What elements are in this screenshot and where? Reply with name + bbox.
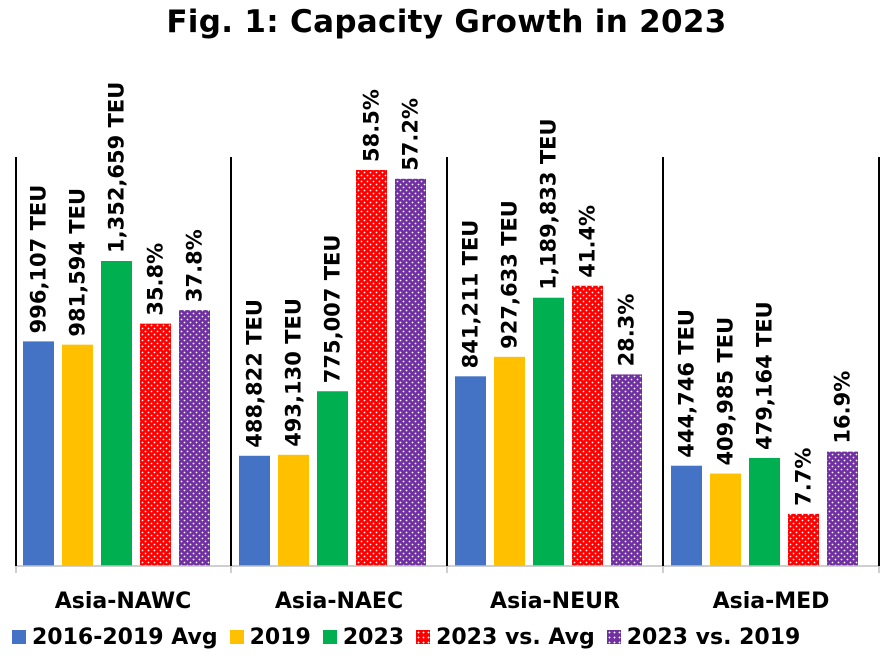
legend-item: 2023 vs. 2019 <box>606 624 801 650</box>
chart-title: Fig. 1: Capacity Growth in 2023 <box>166 4 727 40</box>
bar-2023-vs-avg <box>356 170 387 566</box>
legend-label: 2023 vs. 2019 <box>626 624 801 650</box>
legend-item: 2016-2019 Avg <box>12 625 218 650</box>
data-label: 981,594 TEU <box>66 188 90 337</box>
legend-item: 2019 <box>229 624 311 650</box>
bar-2023-vs-2019 <box>395 178 426 567</box>
bar-2016-2019-avg <box>671 465 702 566</box>
bar-2019 <box>62 344 93 566</box>
category-label: Asia-NAEC <box>275 589 403 614</box>
legend-swatch <box>229 630 244 644</box>
data-label: 37.8% <box>183 229 207 302</box>
bar-2023-vs-avg <box>572 285 603 566</box>
legend-label: 2023 <box>342 624 405 650</box>
legend: 2016-2019 Avg 2019 2023 2023 vs. Avg 2023 vs… <box>12 618 893 656</box>
bar-2023-vs-avg <box>788 513 819 566</box>
data-label: 1,352,659 TEU <box>105 82 129 253</box>
data-label: 41.4% <box>576 205 600 278</box>
legend-swatch <box>12 630 26 644</box>
data-label: 444,746 TEU <box>675 309 699 458</box>
data-label: 28.3% <box>615 294 639 367</box>
bar-2016-2019-avg <box>455 376 486 566</box>
category-label: Asia-NAWC <box>55 589 192 614</box>
data-label: 35.8% <box>144 243 168 316</box>
data-label: 493,130 TEU <box>282 298 306 447</box>
legend-label: 2023 vs. Avg <box>436 624 595 650</box>
bar-2023-vs-2019 <box>827 451 858 566</box>
data-label: 927,633 TEU <box>498 200 522 349</box>
data-label: 16.9% <box>831 371 855 444</box>
legend-label: 2016-2019 Avg <box>32 624 218 650</box>
bar-2016-2019-avg <box>239 455 270 566</box>
bar-2023-vs-2019 <box>611 374 642 566</box>
legend-swatch <box>416 630 431 644</box>
category-label: Asia-MED <box>713 589 830 614</box>
category-label: Asia-NEUR <box>490 589 620 614</box>
legend-item: 2023 <box>322 624 405 650</box>
data-label: 1,189,833 TEU <box>537 118 561 289</box>
bar-2019 <box>494 356 525 566</box>
data-label: 58.5% <box>360 89 384 162</box>
data-label: 841,211 TEU <box>459 220 483 369</box>
legend-swatch <box>322 630 337 644</box>
bar-2023-vs-avg <box>140 323 171 566</box>
bar-2023 <box>749 457 780 566</box>
bar-2023 <box>533 297 564 566</box>
bar-2023-vs-2019 <box>179 310 210 566</box>
bar-2019 <box>278 454 309 566</box>
data-label: 7.7% <box>792 448 816 506</box>
legend-item: 2023 vs. Avg <box>416 625 595 650</box>
bar-2023 <box>101 261 132 566</box>
bar-2023 <box>317 391 348 566</box>
data-label: 57.2% <box>399 98 423 171</box>
data-label: 996,107 TEU <box>27 185 51 334</box>
bar-2019 <box>710 473 741 566</box>
data-label: 409,985 TEU <box>714 317 738 466</box>
bar-2016-2019-avg <box>23 341 54 566</box>
legend-label: 2019 <box>249 624 311 650</box>
data-label: 775,007 TEU <box>321 235 345 384</box>
data-label: 479,164 TEU <box>753 301 777 450</box>
legend-swatch <box>606 630 621 644</box>
data-label: 488,822 TEU <box>243 299 267 448</box>
